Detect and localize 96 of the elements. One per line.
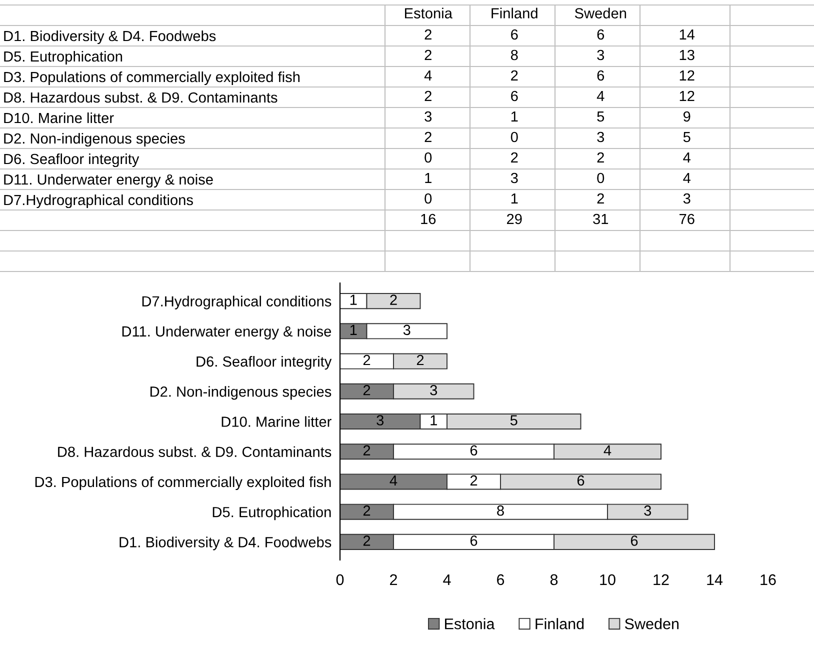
y-tick-label: D1. Biodiversity & D4. Foodwebs — [4, 30, 216, 44]
y-tick-label: D3. Populations of commercially exploited fish — [35, 476, 331, 490]
data-label: 3 — [510, 172, 518, 184]
y-tick-label: D10. Marine litter — [4, 112, 114, 124]
data-label: 2 — [424, 132, 432, 142]
data-label: 2 — [424, 90, 432, 102]
data-label: 4 — [604, 445, 612, 456]
x-tick-label: Finland — [492, 8, 538, 18]
y-tick-label: D6. Seafloor integrity — [196, 356, 332, 370]
data-label: 3 — [683, 193, 690, 204]
x-tick-label: 16 — [760, 574, 776, 586]
data-label: 3 — [430, 384, 438, 396]
y-tick-label: D2. Non-indigenous species — [150, 386, 332, 400]
data-label: 0 — [424, 193, 432, 204]
data-label: 6 — [597, 70, 604, 81]
data-label: 6 — [597, 29, 604, 40]
data-label: 6 — [470, 445, 478, 456]
x-tick-label: 10 — [600, 574, 616, 586]
data-label: 6 — [511, 29, 518, 40]
data-label: 8 — [497, 505, 504, 516]
x-tick-label: 2 — [390, 574, 397, 585]
y-tick-label: D6. Seafloor integrity — [4, 153, 140, 168]
x-tick-label: 14 — [707, 574, 723, 585]
data-label: 2 — [424, 29, 432, 40]
legend-label: Sweden — [624, 618, 679, 630]
data-label: 4 — [683, 152, 691, 163]
data-label: 2 — [363, 536, 370, 546]
data-label: 2 — [416, 354, 424, 366]
data-label: 3 — [424, 111, 432, 122]
data-label: 2 — [363, 445, 370, 456]
data-label: 1 — [350, 324, 357, 335]
data-label: 3 — [376, 415, 384, 426]
data-label: 12 — [680, 90, 694, 102]
data-label: 3 — [597, 50, 604, 60]
data-label: 1 — [350, 294, 357, 305]
data-label: 2 — [363, 505, 370, 516]
x-tick-label: 12 — [654, 574, 669, 585]
data-label: 2 — [597, 193, 604, 204]
data-label: 4 — [596, 90, 604, 102]
data-label: 2 — [470, 475, 478, 486]
y-tick-label: D7.Hydrographical conditions — [142, 296, 332, 310]
data-label: 3 — [597, 132, 604, 142]
data-label: 9 — [684, 111, 690, 122]
x-tick-label: 0 — [336, 574, 344, 586]
data-label: 3 — [403, 324, 410, 336]
data-label: 2 — [390, 294, 397, 305]
y-tick-label: D3. Populations of commercially exploited fish — [4, 71, 300, 86]
data-label: 12 — [680, 70, 694, 81]
data-label: 2 — [363, 354, 370, 366]
legend-label: Estonia — [445, 618, 495, 630]
y-tick-label: D11. Underwater energy & noise — [122, 326, 332, 340]
x-tick-label: Sweden — [574, 8, 626, 18]
data-label: 5 — [683, 132, 690, 142]
data-label: 1 — [511, 111, 518, 122]
data-label: 2 — [363, 384, 370, 396]
y-tick-label: D1. Biodiversity & D4. Foodwebs — [120, 536, 332, 550]
data-label: 3 — [644, 505, 652, 516]
y-tick-label: D2. Non-indigenous species — [4, 132, 185, 147]
data-label: 13 — [680, 50, 694, 60]
data-label: 4 — [424, 70, 432, 81]
data-label: 14 — [680, 29, 695, 40]
y-tick-label: D5. Eutrophication — [212, 506, 331, 520]
y-tick-label: D8. Hazardous subst. & D9. Contaminants — [4, 92, 278, 103]
data-label: 29 — [507, 214, 522, 224]
data-label: 1 — [511, 193, 518, 204]
y-tick-label: D5. Eutrophication — [4, 50, 122, 65]
data-label: 0 — [424, 152, 432, 163]
x-tick-label: Estonia — [405, 8, 452, 18]
x-tick-label: 4 — [443, 574, 451, 585]
y-tick-label: D7.Hydrographical conditions — [4, 194, 193, 208]
y-tick-label: D8. Hazardous subst. & D9. Contaminants — [58, 446, 332, 458]
data-label: 16 — [421, 214, 436, 224]
data-label: 2 — [597, 152, 604, 163]
data-label: 76 — [680, 214, 694, 224]
x-tick-label: 6 — [497, 574, 504, 586]
data-label: 0 — [597, 172, 604, 184]
data-label: 2 — [424, 50, 432, 60]
data-label: 1 — [425, 172, 432, 184]
data-label: 31 — [593, 214, 608, 224]
data-label: 2 — [511, 152, 518, 163]
data-label: 8 — [510, 50, 518, 60]
y-tick-label: D11. Underwater energy & noise — [4, 174, 213, 188]
data-label: 4 — [683, 172, 691, 184]
data-label: 6 — [511, 90, 518, 102]
data-label: 0 — [510, 132, 518, 142]
data-label: 4 — [390, 475, 398, 486]
data-label: 6 — [630, 536, 638, 546]
data-label: 2 — [511, 70, 518, 81]
legend-label: Finland — [536, 618, 584, 630]
data-label: 5 — [510, 415, 518, 426]
y-tick-label: D10. Marine litter — [222, 416, 332, 427]
data-label: 5 — [597, 111, 604, 122]
data-label: 6 — [470, 536, 478, 546]
data-label: 1 — [430, 415, 437, 426]
data-label: 6 — [577, 475, 584, 486]
x-tick-label: 8 — [550, 574, 558, 586]
